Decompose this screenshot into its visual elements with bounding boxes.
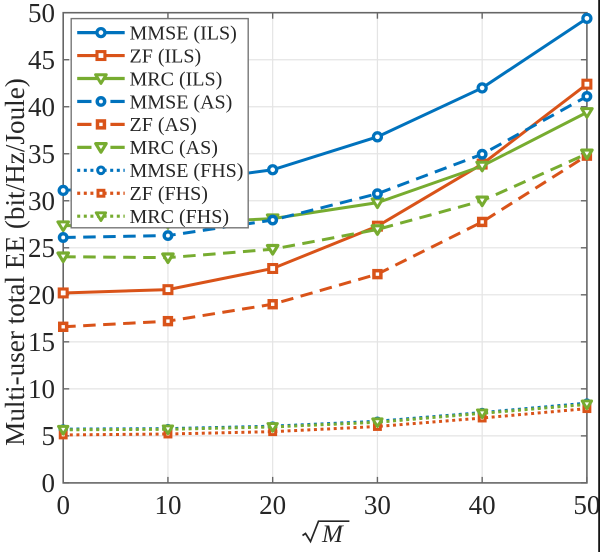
svg-text:MRC (FHS): MRC (FHS)	[130, 206, 229, 228]
svg-text:35: 35	[28, 139, 55, 169]
svg-text:0: 0	[42, 468, 56, 498]
svg-text:10: 10	[154, 490, 181, 520]
svg-text:30: 30	[364, 490, 391, 520]
svg-text:ZF (ILS): ZF (ILS)	[130, 45, 202, 67]
svg-text:45: 45	[28, 45, 55, 75]
svg-text:MMSE (AS): MMSE (AS)	[130, 91, 233, 113]
svg-text:5: 5	[42, 421, 56, 451]
svg-text:50: 50	[28, 0, 55, 28]
svg-text:M: M	[321, 521, 344, 548]
svg-text:MRC (AS): MRC (AS)	[130, 137, 218, 159]
svg-text:10: 10	[28, 374, 55, 404]
svg-text:ZF (AS): ZF (AS)	[130, 114, 197, 136]
svg-text:MMSE (FHS): MMSE (FHS)	[130, 160, 244, 182]
svg-text:MRC (ILS): MRC (ILS)	[130, 68, 223, 90]
svg-text:40: 40	[28, 92, 55, 122]
svg-text:15: 15	[28, 327, 55, 357]
svg-text:Multi-user total EE (bit/Hz/Jo: Multi-user total EE (bit/Hz/Joule)	[0, 78, 30, 446]
svg-text:MMSE (ILS): MMSE (ILS)	[130, 22, 237, 44]
svg-text:20: 20	[259, 490, 286, 520]
svg-text:50: 50	[573, 490, 600, 520]
svg-text:30: 30	[28, 186, 55, 216]
svg-text:0: 0	[56, 490, 70, 520]
svg-text:ZF (FHS): ZF (FHS)	[130, 183, 208, 205]
svg-text:20: 20	[28, 280, 55, 310]
svg-text:40: 40	[469, 490, 496, 520]
svg-text:25: 25	[28, 233, 55, 263]
